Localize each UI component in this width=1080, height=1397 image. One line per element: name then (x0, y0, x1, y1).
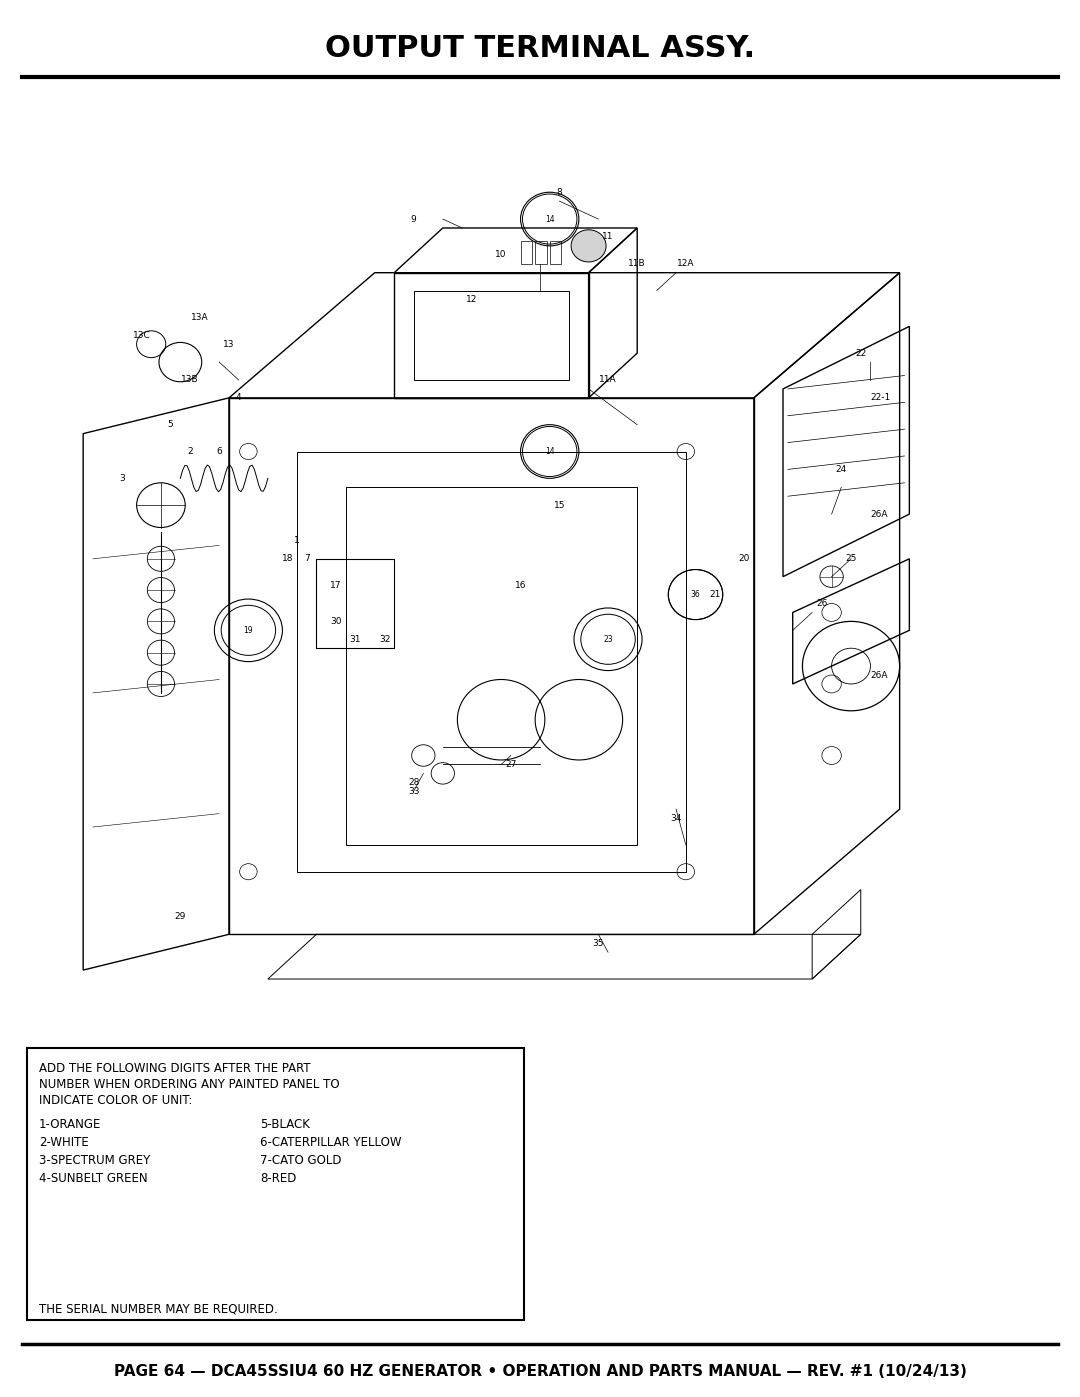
Text: 3-SPECTRUM GREY: 3-SPECTRUM GREY (39, 1154, 150, 1166)
Text: 26A: 26A (870, 510, 888, 518)
Text: 12: 12 (467, 295, 477, 305)
Bar (316, 559, 394, 648)
Text: 5-BLACK: 5-BLACK (260, 1118, 310, 1130)
Text: 35: 35 (593, 939, 604, 947)
Text: 26: 26 (816, 599, 827, 608)
Text: PAGE 64 — DCA45SSIU4 60 HZ GENERATOR • OPERATION AND PARTS MANUAL — REV. #1 (10/: PAGE 64 — DCA45SSIU4 60 HZ GENERATOR • O… (113, 1365, 967, 1379)
Text: 2-WHITE: 2-WHITE (39, 1136, 89, 1148)
Text: 20: 20 (739, 555, 750, 563)
Text: 27: 27 (505, 760, 516, 768)
Text: 5: 5 (167, 420, 174, 429)
Text: 8-RED: 8-RED (260, 1172, 297, 1185)
Circle shape (571, 229, 606, 263)
Text: 22-1: 22-1 (870, 394, 890, 402)
Text: 13C: 13C (133, 331, 150, 339)
Text: 14: 14 (545, 447, 554, 455)
Text: 18: 18 (282, 555, 293, 563)
Text: 12A: 12A (677, 260, 694, 268)
Text: 23: 23 (604, 634, 612, 644)
Text: 30: 30 (330, 617, 341, 626)
Text: 9: 9 (410, 215, 417, 224)
Text: 31: 31 (350, 634, 361, 644)
Text: 24: 24 (836, 465, 847, 474)
Text: NUMBER WHEN ORDERING ANY PAINTED PANEL TO: NUMBER WHEN ORDERING ANY PAINTED PANEL T… (39, 1077, 339, 1091)
Text: 4-SUNBELT GREEN: 4-SUNBELT GREEN (39, 1172, 148, 1185)
Text: 17: 17 (330, 581, 341, 590)
Text: 2: 2 (187, 447, 193, 455)
Text: 15: 15 (554, 500, 565, 510)
Text: 25: 25 (846, 555, 856, 563)
Text: 19: 19 (244, 626, 253, 634)
Text: 32: 32 (379, 634, 390, 644)
Text: 1: 1 (294, 536, 300, 545)
Bar (521, 242, 532, 264)
Bar (536, 242, 546, 264)
Text: 29: 29 (175, 912, 186, 921)
Text: 34: 34 (671, 813, 681, 823)
Text: INDICATE COLOR OF UNIT:: INDICATE COLOR OF UNIT: (39, 1094, 192, 1106)
Text: 11: 11 (603, 232, 613, 242)
Text: 11B: 11B (629, 260, 646, 268)
Text: 28: 28 (408, 778, 419, 787)
Text: 8: 8 (556, 187, 563, 197)
Circle shape (431, 763, 455, 784)
Text: 7: 7 (303, 555, 310, 563)
Bar (27, 1048, 524, 1320)
Text: 10: 10 (496, 250, 507, 260)
Text: 36: 36 (690, 590, 701, 599)
Text: 14: 14 (545, 215, 554, 224)
Text: 13: 13 (224, 339, 234, 349)
Text: 13A: 13A (191, 313, 208, 321)
Text: 11A: 11A (599, 376, 617, 384)
Circle shape (411, 745, 435, 766)
Bar (550, 242, 562, 264)
Text: 16: 16 (515, 581, 526, 590)
Text: 22: 22 (855, 349, 866, 358)
Text: THE SERIAL NUMBER MAY BE REQUIRED.: THE SERIAL NUMBER MAY BE REQUIRED. (39, 1302, 278, 1315)
Text: ADD THE FOLLOWING DIGITS AFTER THE PART: ADD THE FOLLOWING DIGITS AFTER THE PART (39, 1062, 311, 1074)
Text: 13B: 13B (181, 376, 199, 384)
Text: 1-ORANGE: 1-ORANGE (39, 1118, 102, 1130)
Text: 4: 4 (235, 394, 242, 402)
Text: 33: 33 (408, 787, 419, 796)
Text: 26A: 26A (870, 671, 888, 679)
Text: 6-CATERPILLAR YELLOW: 6-CATERPILLAR YELLOW (260, 1136, 402, 1148)
Text: 6: 6 (216, 447, 222, 455)
Circle shape (820, 566, 843, 587)
Text: 3: 3 (119, 474, 125, 483)
Text: 7-CATO GOLD: 7-CATO GOLD (260, 1154, 342, 1166)
Text: 21: 21 (710, 590, 720, 599)
Text: OUTPUT TERMINAL ASSY.: OUTPUT TERMINAL ASSY. (325, 35, 755, 63)
